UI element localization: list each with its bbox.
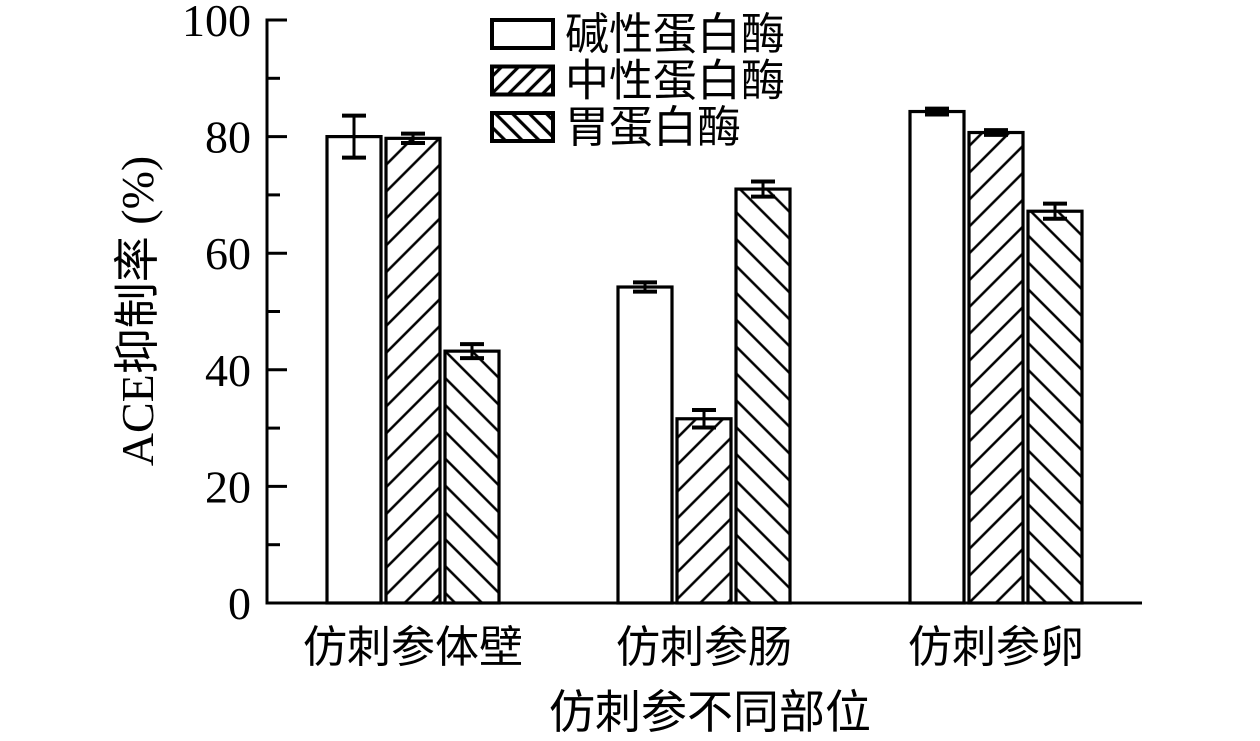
error-bar-1-1	[342, 113, 366, 160]
legend-label-2: 中性蛋白酶	[565, 57, 785, 106]
axes-group: 0 20 40 60 80 100	[182, 0, 1142, 629]
category-label: 仿刺参体壁	[303, 623, 523, 672]
category-label: 仿刺参卵	[908, 623, 1084, 672]
y-tick-label: 80	[205, 112, 251, 163]
bar-1-1	[325, 135, 383, 605]
y-tick-label: 60	[205, 228, 251, 279]
bar-2-2	[675, 417, 733, 605]
bar-1-2	[616, 285, 674, 605]
error-bar-2-1	[401, 131, 425, 146]
bar-2-1	[384, 136, 442, 605]
x-axis-title: 仿刺参不同部位	[549, 687, 871, 738]
error-bar-1-3	[925, 106, 949, 117]
y-axis-title: ACE抑制率 (%)	[112, 156, 163, 466]
legend-swatch-2	[490, 64, 555, 97]
y-tick-label: 20	[205, 461, 251, 512]
bars-group	[325, 106, 1084, 605]
legend-label-1: 碱性蛋白酶	[565, 10, 785, 59]
legend-swatch-1	[490, 18, 555, 50]
error-bar-1-2	[633, 280, 657, 294]
bar-3-3	[1026, 209, 1084, 605]
bar-1-3	[908, 109, 966, 605]
bar-3-2	[734, 187, 792, 605]
y-tick-label: 0	[228, 578, 251, 629]
error-bar-3-1	[460, 342, 484, 361]
legend-label-3: 胃蛋白酶	[565, 103, 741, 152]
error-bar-2-3	[984, 128, 1008, 137]
bar-2-3	[967, 130, 1025, 605]
error-bar-3-3	[1043, 201, 1067, 221]
bar-3-1	[443, 349, 501, 605]
y-tick-label: 40	[205, 345, 251, 396]
error-bar-2-2	[692, 408, 716, 430]
error-bar-3-2	[751, 179, 775, 199]
y-tick-label: 100	[182, 0, 251, 46]
legend-swatch-3	[490, 111, 555, 143]
category-label: 仿刺参肠	[616, 623, 792, 672]
